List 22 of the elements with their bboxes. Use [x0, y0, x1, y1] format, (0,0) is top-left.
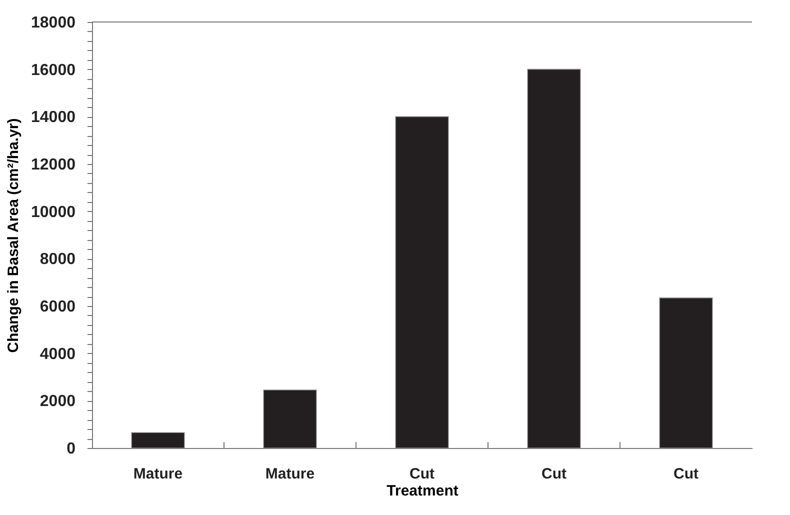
x-tick-label: Cut [542, 466, 566, 482]
y-tick-label: 10000 [31, 204, 76, 221]
bar [659, 298, 713, 448]
y-tick-label: 6000 [40, 298, 76, 316]
x-tick-label: Mature [133, 466, 183, 482]
y-tick-label: 0 [66, 440, 76, 458]
bar [263, 390, 317, 448]
y-tick-label: 18000 [31, 14, 76, 32]
y-axis-title: Change in Basal Area (cm²/ha.yr) [5, 118, 22, 353]
bar [395, 116, 449, 448]
y-tick-label: 2000 [40, 393, 76, 410]
y-tick-label: 12000 [31, 156, 76, 174]
x-tick-label: Cut [410, 466, 434, 482]
y-tick-label: 8000 [40, 251, 76, 268]
y-tick-label: 16000 [31, 62, 76, 79]
x-tick-label: Mature [265, 466, 315, 482]
y-tick-label: 4000 [40, 346, 76, 363]
bar [131, 432, 185, 448]
y-tick-label: 14000 [31, 109, 76, 126]
x-tick-label: Cut [674, 466, 698, 482]
x-axis-title: Treatment [386, 482, 458, 500]
bar [527, 68, 581, 448]
